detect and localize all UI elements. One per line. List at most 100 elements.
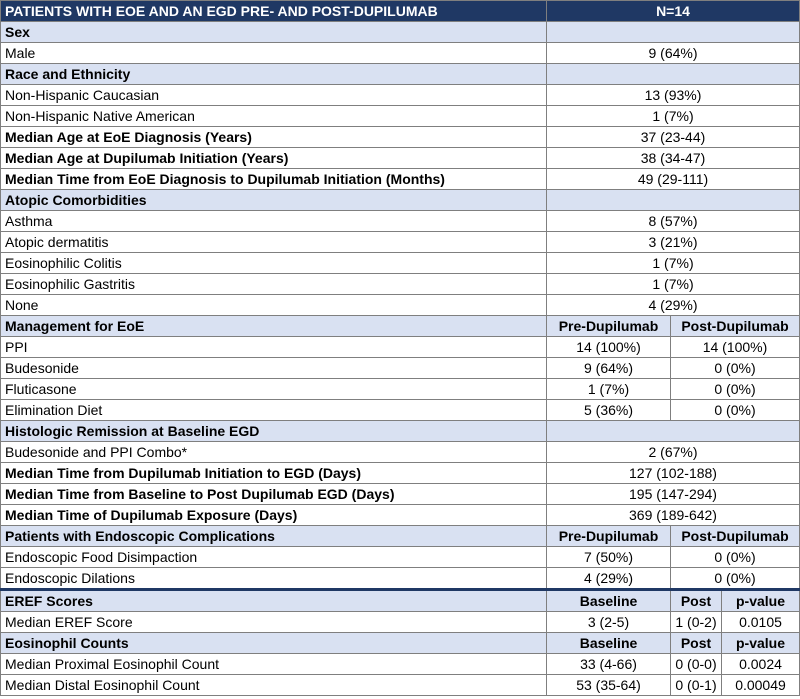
section-label: Histologic Remission at Baseline EGD bbox=[0, 420, 547, 442]
post-value: 0 (0-0) bbox=[670, 653, 722, 675]
row-value: 1 (7%) bbox=[546, 273, 800, 295]
post-value: 0 (0%) bbox=[670, 357, 800, 379]
row-label: None bbox=[0, 294, 547, 316]
table-row: None 4 (29%) bbox=[0, 294, 800, 316]
table-row: Median Time from EoE Diagnosis to Dupilu… bbox=[0, 168, 800, 190]
table-row: Endoscopic Dilations 4 (29%) 0 (0%) bbox=[0, 567, 800, 590]
row-value: 195 (147-294) bbox=[546, 483, 800, 505]
row-value: 9 (64%) bbox=[546, 42, 800, 64]
row-label: Median Proximal Eosinophil Count bbox=[0, 653, 547, 675]
table-row: Median Proximal Eosinophil Count 33 (4-6… bbox=[0, 653, 800, 675]
baseline-value: 33 (4-66) bbox=[546, 653, 671, 675]
table-header-row: PATIENTS WITH EOE AND AN EGD PRE- AND PO… bbox=[0, 0, 800, 22]
section-histologic: Histologic Remission at Baseline EGD bbox=[0, 420, 800, 442]
column-header-baseline: Baseline bbox=[546, 632, 671, 654]
table-row: Budesonide 9 (64%) 0 (0%) bbox=[0, 357, 800, 379]
p-value: 0.00049 bbox=[721, 674, 800, 696]
row-label: Non-Hispanic Native American bbox=[0, 105, 547, 127]
row-label: Eosinophilic Colitis bbox=[0, 252, 547, 274]
row-label: Median Time from Baseline to Post Dupilu… bbox=[0, 483, 547, 505]
baseline-value: 53 (35-64) bbox=[546, 674, 671, 696]
row-label: Fluticasone bbox=[0, 378, 547, 400]
row-label: Median EREF Score bbox=[0, 611, 547, 633]
column-header-pvalue: p-value bbox=[721, 632, 800, 654]
row-value: 127 (102-188) bbox=[546, 462, 800, 484]
section-label: Eosinophil Counts bbox=[0, 632, 547, 654]
table-row: Budesonide and PPI Combo* 2 (67%) bbox=[0, 441, 800, 463]
section-label: EREF Scores bbox=[0, 588, 547, 612]
row-label: Budesonide and PPI Combo* bbox=[0, 441, 547, 463]
table-row: Fluticasone 1 (7%) 0 (0%) bbox=[0, 378, 800, 400]
row-value: 49 (29-111) bbox=[546, 168, 800, 190]
column-header-post: Post-Dupilumab bbox=[670, 525, 800, 547]
pre-value: 4 (29%) bbox=[546, 567, 671, 590]
p-value: 0.0105 bbox=[721, 611, 800, 633]
table-row: Atopic dermatitis 3 (21%) bbox=[0, 231, 800, 253]
column-header-pvalue: p-value bbox=[721, 588, 800, 612]
row-label: Median Age at Dupilumab Initiation (Year… bbox=[0, 147, 547, 169]
row-label: Atopic dermatitis bbox=[0, 231, 547, 253]
row-label: Asthma bbox=[0, 210, 547, 232]
row-label: Median Time from EoE Diagnosis to Dupilu… bbox=[0, 168, 547, 190]
table-row: Median Distal Eosinophil Count 53 (35-64… bbox=[0, 674, 800, 696]
post-value: 0 (0-1) bbox=[670, 674, 722, 696]
column-header-post: Post bbox=[670, 588, 722, 612]
table-row: Median Age at Dupilumab Initiation (Year… bbox=[0, 147, 800, 169]
table-row: Endoscopic Food Disimpaction 7 (50%) 0 (… bbox=[0, 546, 800, 568]
table-row: PPI 14 (100%) 14 (100%) bbox=[0, 336, 800, 358]
column-header-pre: Pre-Dupilumab bbox=[546, 315, 671, 337]
post-value: 0 (0%) bbox=[670, 378, 800, 400]
row-value: 38 (34-47) bbox=[546, 147, 800, 169]
sample-size: N=14 bbox=[546, 0, 800, 22]
table-row: Non-Hispanic Caucasian 13 (93%) bbox=[0, 84, 800, 106]
row-label: Budesonide bbox=[0, 357, 547, 379]
row-label: Endoscopic Dilations bbox=[0, 567, 547, 590]
table-row: Median EREF Score 3 (2-5) 1 (0-2) 0.0105 bbox=[0, 611, 800, 633]
row-value: 13 (93%) bbox=[546, 84, 800, 106]
post-value: 0 (0%) bbox=[670, 399, 800, 421]
row-label: Median Age at EoE Diagnosis (Years) bbox=[0, 126, 547, 148]
row-value: 3 (21%) bbox=[546, 231, 800, 253]
post-value: 0 (0%) bbox=[670, 546, 800, 568]
post-value: 14 (100%) bbox=[670, 336, 800, 358]
table-row: Median Age at EoE Diagnosis (Years) 37 (… bbox=[0, 126, 800, 148]
pre-value: 9 (64%) bbox=[546, 357, 671, 379]
row-value: 1 (7%) bbox=[546, 105, 800, 127]
pre-value: 5 (36%) bbox=[546, 399, 671, 421]
row-label: PPI bbox=[0, 336, 547, 358]
pre-value: 1 (7%) bbox=[546, 378, 671, 400]
table-row: Median Time from Dupilumab Initiation to… bbox=[0, 462, 800, 484]
table-title: PATIENTS WITH EOE AND AN EGD PRE- AND PO… bbox=[0, 0, 547, 22]
table-row: Non-Hispanic Native American 1 (7%) bbox=[0, 105, 800, 127]
p-value: 0.0024 bbox=[721, 653, 800, 675]
section-management: Management for EoE Pre-Dupilumab Post-Du… bbox=[0, 315, 800, 337]
column-header-post: Post bbox=[670, 632, 722, 654]
table-row: Median Time of Dupilumab Exposure (Days)… bbox=[0, 504, 800, 526]
section-eosinophil: Eosinophil Counts Baseline Post p-value bbox=[0, 632, 800, 654]
row-value: 37 (23-44) bbox=[546, 126, 800, 148]
pre-value: 14 (100%) bbox=[546, 336, 671, 358]
section-sex: Sex bbox=[0, 21, 800, 43]
table-row: Eosinophilic Colitis 1 (7%) bbox=[0, 252, 800, 274]
row-value: 4 (29%) bbox=[546, 294, 800, 316]
row-value: 1 (7%) bbox=[546, 252, 800, 274]
baseline-value: 3 (2-5) bbox=[546, 611, 671, 633]
section-label: Atopic Comorbidities bbox=[0, 189, 547, 211]
row-label: Non-Hispanic Caucasian bbox=[0, 84, 547, 106]
table-row: Median Time from Baseline to Post Dupilu… bbox=[0, 483, 800, 505]
column-header-post: Post-Dupilumab bbox=[670, 315, 800, 337]
section-eref: EREF Scores Baseline Post p-value bbox=[0, 588, 800, 612]
section-label: Race and Ethnicity bbox=[0, 63, 547, 85]
post-value: 1 (0-2) bbox=[670, 611, 722, 633]
row-label: Male bbox=[0, 42, 547, 64]
row-label: Median Distal Eosinophil Count bbox=[0, 674, 547, 696]
row-label: Elimination Diet bbox=[0, 399, 547, 421]
column-header-pre: Pre-Dupilumab bbox=[546, 525, 671, 547]
row-label: Median Time of Dupilumab Exposure (Days) bbox=[0, 504, 547, 526]
row-value: 2 (67%) bbox=[546, 441, 800, 463]
section-race: Race and Ethnicity bbox=[0, 63, 800, 85]
section-complications: Patients with Endoscopic Complications P… bbox=[0, 525, 800, 547]
row-label: Eosinophilic Gastritis bbox=[0, 273, 547, 295]
row-label: Median Time from Dupilumab Initiation to… bbox=[0, 462, 547, 484]
